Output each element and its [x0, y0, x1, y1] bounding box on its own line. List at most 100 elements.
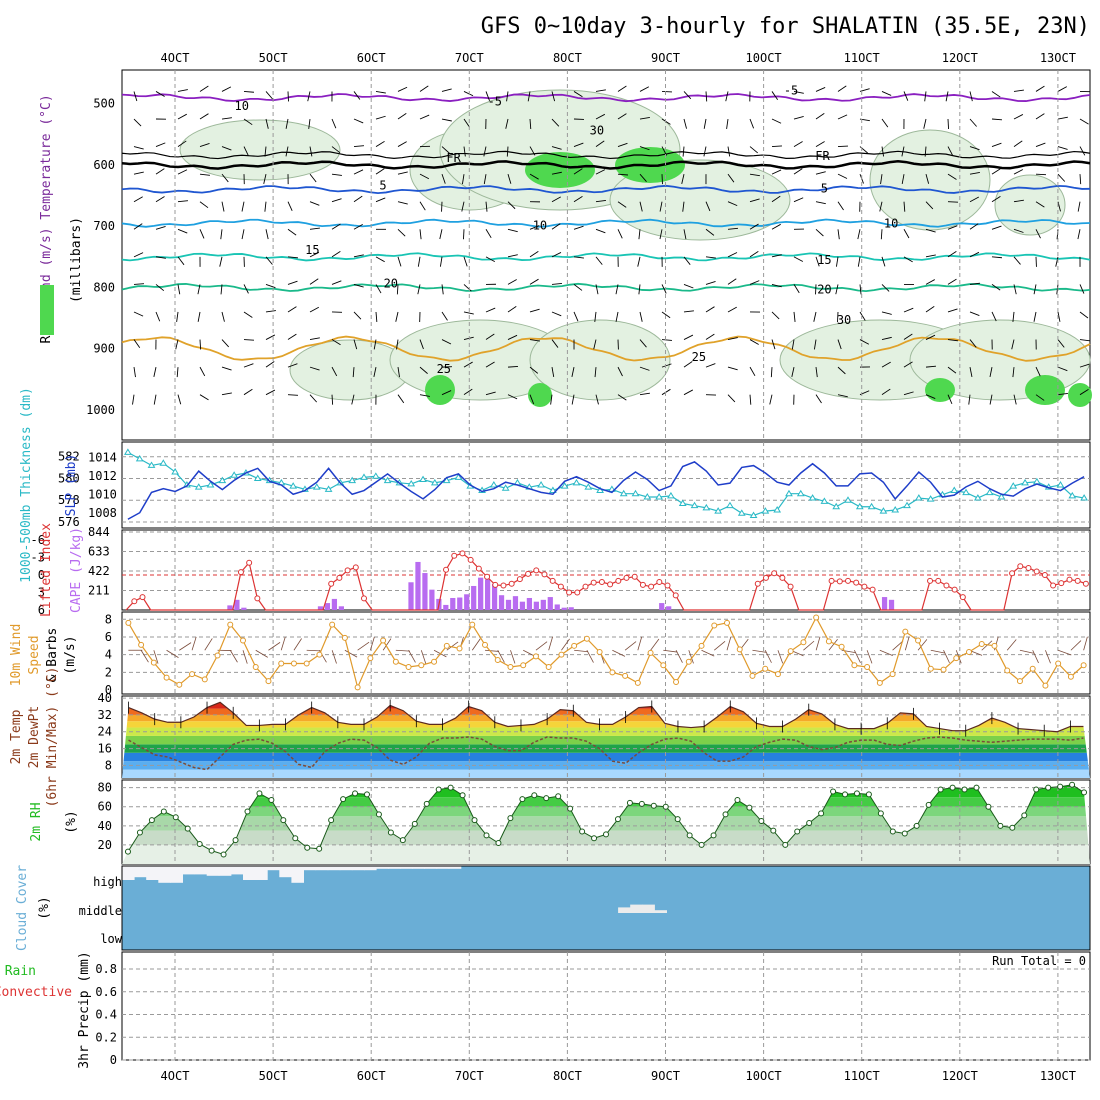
wind-barb	[485, 256, 496, 262]
day-tick-label: 9OCT	[651, 51, 680, 65]
lifted-index-marker	[1074, 577, 1081, 584]
lifted-index-marker	[853, 579, 860, 586]
wind-barb	[551, 282, 562, 285]
thickness-line	[127, 451, 1085, 517]
wind-barb	[639, 392, 650, 396]
precip-total-label: Total / Rain	[0, 964, 36, 979]
wind-barb	[793, 197, 804, 203]
wind10-marker	[265, 678, 272, 685]
wind-barb	[221, 201, 225, 212]
wind10-barb	[752, 649, 767, 653]
rh2m-marker	[387, 829, 394, 836]
lifted-index-marker	[951, 586, 958, 593]
wind-barb	[594, 311, 597, 322]
lifted-index-marker	[639, 581, 646, 588]
wind-barb	[639, 339, 647, 348]
wind-barb	[331, 223, 341, 230]
high-cloud-cell	[291, 866, 304, 883]
wind10-barb	[930, 649, 945, 654]
wind-barb	[617, 85, 627, 92]
wind-barb	[1013, 256, 1021, 265]
isotherm-line	[121, 150, 1091, 160]
wind-barb	[857, 256, 861, 267]
wind-barb	[683, 256, 691, 265]
wind-barb	[176, 367, 179, 378]
wind-barb	[727, 227, 738, 230]
wind-barb	[221, 146, 232, 151]
wind10-marker	[940, 666, 947, 673]
rh2m-marker	[567, 805, 574, 812]
wind-barb	[903, 333, 913, 340]
rh2m-marker	[399, 837, 406, 844]
wind10-marker	[698, 642, 705, 649]
contour-label: 10	[884, 216, 898, 230]
high-cloud-cell	[170, 866, 183, 883]
lifted-index-marker	[648, 583, 655, 590]
temp-color-band	[122, 752, 1090, 762]
wind-barb	[969, 282, 980, 285]
wind-barb	[749, 198, 760, 203]
wind-barb	[770, 367, 773, 378]
rh2m-marker	[363, 791, 370, 798]
wind-barb	[705, 333, 715, 340]
thickness-marker	[773, 506, 782, 513]
wind-barb	[397, 394, 405, 404]
wind10-marker	[1080, 662, 1087, 669]
rh2m-marker	[1081, 789, 1088, 796]
rh2m-marker	[124, 848, 131, 855]
cape-bar	[234, 599, 240, 610]
wind-barb	[571, 367, 575, 377]
contour-label: FR	[815, 149, 830, 163]
day-tick-label: 8OCT	[553, 1069, 582, 1083]
precip-tick-label: 0.2	[95, 1030, 117, 1044]
wind-barb	[969, 172, 980, 175]
wind-barb	[705, 256, 716, 259]
wind-barb	[353, 254, 364, 258]
middle-cloud-cell	[654, 910, 667, 913]
wind-barb	[771, 254, 782, 258]
wind-barb	[265, 118, 269, 129]
wind10-barb	[484, 649, 499, 652]
wind-barb	[199, 173, 210, 176]
wind-barb	[551, 196, 561, 203]
wind10-barb	[357, 641, 370, 651]
wind-barb	[506, 146, 509, 157]
lifted-index-marker	[475, 565, 482, 572]
li-tick-label: 6	[38, 603, 45, 617]
wind10-marker	[303, 660, 310, 667]
wind-barb	[463, 91, 474, 97]
rh-shade	[529, 319, 671, 401]
wind-barb	[155, 196, 165, 203]
top-day-axis: 4OCT 5OCT 6OCT 7OCT 8OCT 9OCT 10OCT 11OCT 12OCT 1…	[161, 51, 1076, 65]
wind10-barb	[777, 650, 784, 664]
wind-barb	[373, 339, 377, 350]
wind10-barb	[293, 638, 302, 651]
wind-barb	[683, 361, 693, 368]
lifted-index-marker	[484, 573, 491, 580]
cape-bar	[561, 607, 567, 610]
wind-barb	[837, 394, 848, 398]
wind-barb	[639, 146, 650, 151]
wind10-barb	[1019, 649, 1034, 654]
wind-barb	[1033, 284, 1037, 295]
wind-barb	[1012, 367, 1015, 378]
cape-bar	[881, 597, 888, 610]
wind-barb	[353, 169, 364, 175]
wind-barb	[243, 311, 253, 318]
thickness-tick-label: 578	[58, 493, 80, 507]
wind10-barb	[331, 650, 337, 664]
thickness-marker	[147, 461, 156, 468]
wind-barb	[133, 196, 143, 203]
wind10-marker	[227, 621, 234, 628]
day-tick-label: 10OCT	[746, 1069, 782, 1083]
wind-barb	[683, 389, 694, 396]
lifted-index-marker	[451, 552, 458, 559]
precip-panel: 0 0.2 0.4 0.6 0.8 Run Total = 0 Total / Rain Co…	[0, 951, 1091, 1069]
wind-barb	[529, 308, 540, 313]
wind-barb	[155, 311, 161, 322]
wind-barb	[155, 91, 165, 97]
wind-barb	[1012, 311, 1015, 322]
wind-barb	[617, 201, 627, 208]
wind-barb	[243, 118, 253, 126]
wind-barb	[683, 310, 694, 313]
